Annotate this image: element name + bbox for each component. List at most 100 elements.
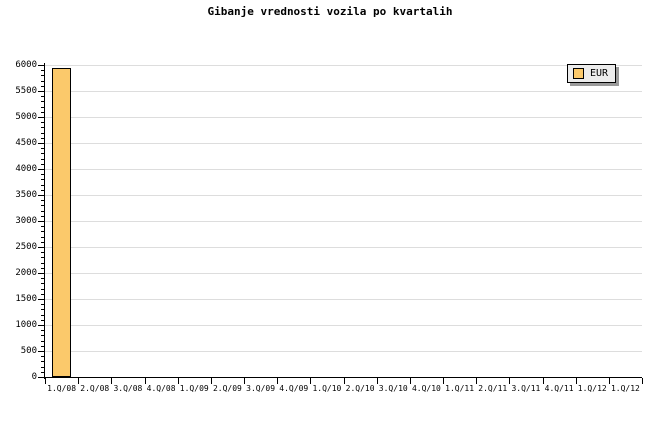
x-axis-tick-label: 4.Q/11 bbox=[544, 384, 574, 393]
y-tick-minor bbox=[41, 127, 45, 128]
y-tick-minor bbox=[41, 309, 45, 310]
y-tick-major bbox=[38, 169, 45, 170]
y-tick-minor bbox=[41, 252, 45, 253]
y-tick-minor bbox=[41, 263, 45, 264]
y-tick-minor bbox=[41, 133, 45, 134]
y-tick-minor bbox=[41, 70, 45, 71]
legend-swatch-eur bbox=[573, 68, 584, 79]
y-tick-major bbox=[38, 195, 45, 196]
gridline bbox=[45, 65, 642, 66]
x-tick bbox=[344, 378, 345, 384]
x-tick bbox=[211, 378, 212, 384]
gridline bbox=[45, 325, 642, 326]
y-tick-minor bbox=[41, 304, 45, 305]
bar[interactable] bbox=[52, 68, 71, 377]
x-tick bbox=[443, 378, 444, 384]
x-tick bbox=[410, 378, 411, 384]
gridline bbox=[45, 169, 642, 170]
y-tick-minor bbox=[41, 96, 45, 97]
y-tick-minor bbox=[41, 320, 45, 321]
y-tick-minor bbox=[41, 341, 45, 342]
x-tick bbox=[45, 378, 46, 384]
y-tick-minor bbox=[41, 75, 45, 76]
y-tick-minor bbox=[41, 211, 45, 212]
gridline bbox=[45, 117, 642, 118]
y-tick-minor bbox=[41, 164, 45, 165]
gridline bbox=[45, 195, 642, 196]
y-tick-minor bbox=[41, 231, 45, 232]
x-axis-tick-label: 1.Q/12 bbox=[610, 384, 640, 393]
y-axis-tick-label: 500 bbox=[20, 346, 37, 356]
x-axis-tick-label: 4.Q/09 bbox=[279, 384, 309, 393]
y-tick-minor bbox=[41, 226, 45, 227]
y-tick-major bbox=[38, 273, 45, 274]
x-axis-line bbox=[44, 377, 642, 378]
y-axis-tick-label: 3500 bbox=[15, 190, 37, 200]
chart-title: Gibanje vrednosti vozila po kvartalih bbox=[207, 5, 453, 18]
gridline bbox=[45, 299, 642, 300]
y-tick-minor bbox=[41, 122, 45, 123]
y-tick-minor bbox=[41, 335, 45, 336]
x-axis-tick-label: 2.Q/11 bbox=[478, 384, 508, 393]
y-tick-minor bbox=[41, 289, 45, 290]
y-axis-tick-label: 1500 bbox=[15, 294, 37, 304]
y-axis-tick-label: 2500 bbox=[15, 242, 37, 252]
y-axis-labels: 0 500 1000 1500 2000 2500 3000 3500 4000 4500 5000… bbox=[0, 0, 37, 440]
y-tick-minor bbox=[41, 278, 45, 279]
x-axis-tick-label: 4.Q/08 bbox=[146, 384, 176, 393]
gridline bbox=[45, 351, 642, 352]
gridline bbox=[45, 247, 642, 248]
y-tick-minor bbox=[41, 367, 45, 368]
chart-legend[interactable]: EUR bbox=[567, 64, 617, 83]
x-axis-tick-label: 3.Q/08 bbox=[113, 384, 143, 393]
y-tick-major bbox=[38, 351, 45, 352]
x-tick bbox=[310, 378, 311, 384]
y-axis-tick-label: 5000 bbox=[15, 112, 37, 122]
x-tick bbox=[476, 378, 477, 384]
gridline bbox=[45, 273, 642, 274]
y-tick-minor bbox=[41, 216, 45, 217]
y-axis-tick-label: 6000 bbox=[15, 60, 37, 70]
gridline bbox=[45, 91, 642, 92]
x-axis-tick-label: 1.Q/08 bbox=[47, 384, 77, 393]
x-tick bbox=[277, 378, 278, 384]
y-tick-major bbox=[38, 221, 45, 222]
y-tick-minor bbox=[41, 101, 45, 102]
y-tick-minor bbox=[41, 200, 45, 201]
legend-label-eur: EUR bbox=[590, 68, 609, 79]
x-axis-tick-label: 3.Q/10 bbox=[378, 384, 408, 393]
x-tick bbox=[509, 378, 510, 384]
y-tick-major bbox=[38, 325, 45, 326]
y-tick-major bbox=[38, 247, 45, 248]
x-axis-tick-label: 3.Q/11 bbox=[511, 384, 541, 393]
x-tick bbox=[244, 378, 245, 384]
y-axis-tick-label: 0 bbox=[31, 372, 37, 382]
x-tick bbox=[543, 378, 544, 384]
y-axis-tick-label: 4000 bbox=[15, 164, 37, 174]
x-axis-tick-label: 2.Q/10 bbox=[345, 384, 375, 393]
x-axis-tick-label: 1.Q/09 bbox=[179, 384, 209, 393]
y-tick-major bbox=[38, 143, 45, 144]
x-axis-tick-label: 1.Q/10 bbox=[312, 384, 342, 393]
x-axis-tick-label: 1.Q/11 bbox=[445, 384, 475, 393]
gridline bbox=[45, 143, 642, 144]
y-tick-minor bbox=[41, 174, 45, 175]
y-tick-major bbox=[38, 91, 45, 92]
y-tick-minor bbox=[41, 107, 45, 108]
x-tick bbox=[111, 378, 112, 384]
y-tick-minor bbox=[41, 179, 45, 180]
y-tick-major bbox=[38, 117, 45, 118]
x-axis-tick-label: 2.Q/08 bbox=[80, 384, 110, 393]
y-tick-major bbox=[38, 377, 45, 378]
y-tick-major bbox=[38, 299, 45, 300]
y-tick-minor bbox=[41, 361, 45, 362]
y-tick-minor bbox=[41, 138, 45, 139]
y-tick-major bbox=[38, 65, 45, 66]
y-tick-minor bbox=[41, 268, 45, 269]
gridline bbox=[45, 221, 642, 222]
y-tick-minor bbox=[41, 294, 45, 295]
y-tick-minor bbox=[41, 153, 45, 154]
y-axis-tick-label: 1000 bbox=[15, 320, 37, 330]
y-tick-minor bbox=[41, 315, 45, 316]
